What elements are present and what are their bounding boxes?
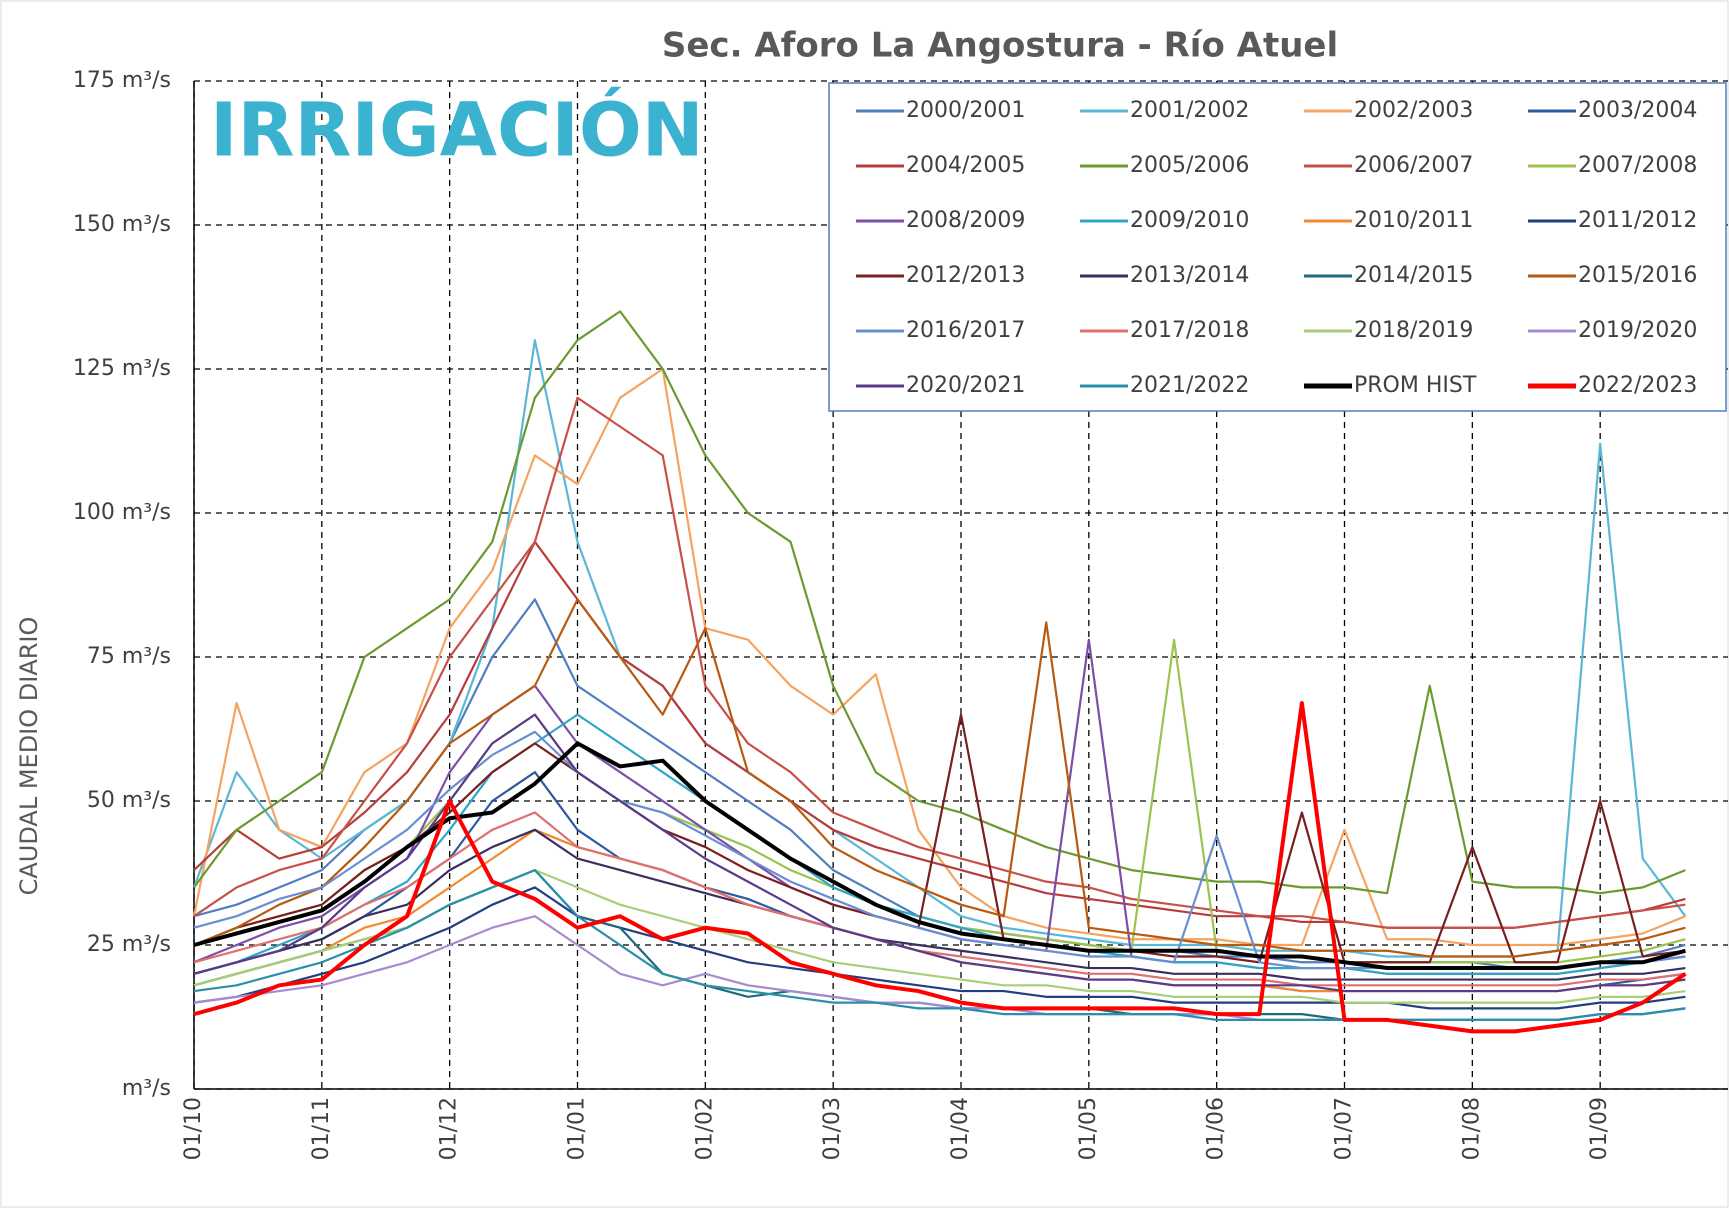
- x-tick-label: 01/11: [309, 1097, 334, 1160]
- x-tick-label: 01/07: [1332, 1097, 1357, 1160]
- x-tick-label: 01/04: [948, 1097, 973, 1160]
- y-tick-label: 175 m³/s: [73, 68, 171, 93]
- y-tick-label: m³/s: [122, 1076, 171, 1101]
- series-line: [193, 598, 1686, 958]
- series-line: [193, 869, 1686, 1021]
- legend-label: 2011/2012: [1578, 208, 1697, 233]
- legend-label: 2015/2016: [1578, 263, 1697, 288]
- legend-label: 2014/2015: [1354, 263, 1473, 288]
- series-line: [193, 713, 1686, 975]
- y-axis-label: CAUDAL MEDIO DIARIO: [15, 617, 43, 896]
- y-tick-label: 25 m³/s: [87, 932, 171, 957]
- y-tick-label: 75 m³/s: [87, 644, 171, 669]
- legend-label: 2010/2011: [1354, 208, 1473, 233]
- series-line: [193, 701, 1687, 1034]
- series-line: [193, 713, 1686, 993]
- legend-label: 2012/2013: [906, 263, 1025, 288]
- x-tick-label: 01/06: [1204, 1097, 1229, 1160]
- legend-label: 2000/2001: [906, 98, 1025, 123]
- legend-label: 2003/2004: [1578, 98, 1697, 123]
- x-tick-label: 01/02: [692, 1097, 717, 1160]
- x-tick-label: 01/05: [1076, 1097, 1101, 1160]
- legend-label: 2020/2021: [906, 373, 1025, 398]
- x-tick-label: 01/03: [820, 1097, 845, 1160]
- legend-label: PROM HIST: [1354, 373, 1477, 398]
- legend-label: 2008/2009: [906, 208, 1025, 233]
- series-line: [193, 828, 1686, 981]
- chart-title: Sec. Aforo La Angostura - Río Atuel: [662, 26, 1338, 66]
- x-tick-label: 01/08: [1459, 1097, 1484, 1160]
- series-line: [193, 886, 1686, 1010]
- logo: IRRIGACIÓN: [210, 86, 704, 174]
- legend-label: 2001/2002: [1130, 98, 1249, 123]
- legend-label: 2021/2022: [1130, 373, 1249, 398]
- legend-label: 2004/2005: [906, 153, 1025, 178]
- legend-label: 2009/2010: [1130, 208, 1249, 233]
- legend-label: 2013/2014: [1130, 263, 1249, 288]
- legend-label: 2019/2020: [1578, 318, 1697, 343]
- legend-box: [828, 82, 1727, 412]
- y-tick-label: 125 m³/s: [73, 356, 171, 381]
- y-tick-label: 50 m³/s: [87, 788, 171, 813]
- y-tick-label: 150 m³/s: [73, 212, 171, 237]
- legend-label: 2016/2017: [906, 318, 1025, 343]
- series-line: [193, 396, 1686, 929]
- x-tick-label: 01/09: [1587, 1097, 1612, 1160]
- series-line: [193, 811, 1686, 987]
- legend-label: 2022/2023: [1578, 373, 1697, 398]
- x-tick-label: 01/12: [437, 1097, 462, 1160]
- legend-label: 2005/2006: [1130, 153, 1249, 178]
- legend-label: 2006/2007: [1354, 153, 1473, 178]
- x-tick-label: 01/10: [181, 1097, 206, 1160]
- legend-label: 2002/2003: [1354, 98, 1473, 123]
- x-tick-label: 01/01: [565, 1097, 590, 1160]
- legend-label: 2007/2008: [1578, 153, 1697, 178]
- series-line: [193, 310, 1686, 895]
- legend-label: 2017/2018: [1130, 318, 1249, 343]
- y-tick-label: 100 m³/s: [73, 500, 171, 525]
- legend-label: 2018/2019: [1354, 318, 1473, 343]
